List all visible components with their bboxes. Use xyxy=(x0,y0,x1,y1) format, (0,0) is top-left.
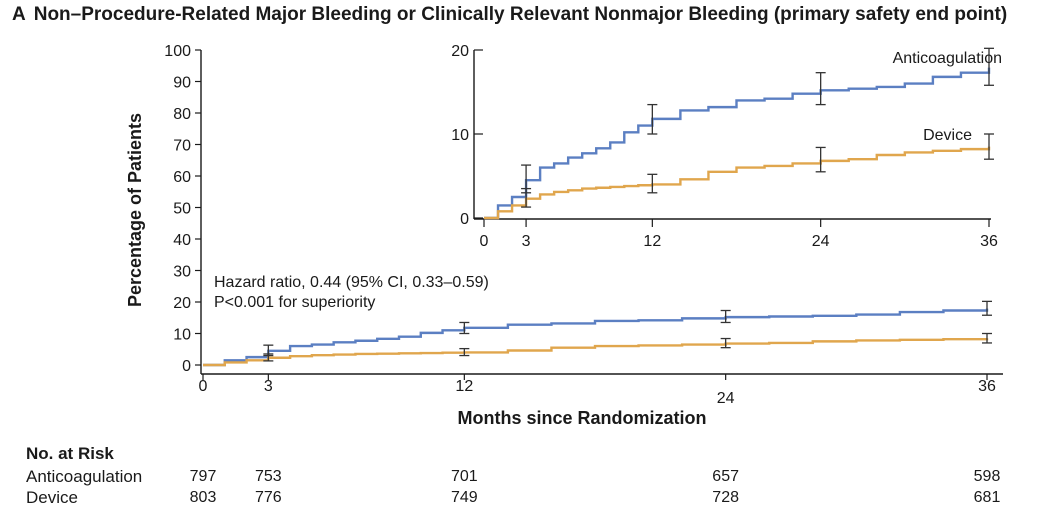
inset-y-tick-label: 20 xyxy=(451,43,469,60)
main-y-tick-label: 50 xyxy=(173,201,191,218)
main-y-tick-label: 70 xyxy=(173,138,191,155)
inset-x-tick-label: 3 xyxy=(522,233,531,250)
inset-line-device xyxy=(484,146,991,220)
hazard-ratio-text: Hazard ratio, 0.44 (95% CI, 0.33–0.59) xyxy=(214,274,489,291)
main-y-axis-title: Percentage of Patients xyxy=(125,113,145,307)
main-x-tick-label: 36 xyxy=(978,378,996,395)
risk-value: 753 xyxy=(254,468,282,485)
panel-letter: A xyxy=(12,4,26,25)
panel-title-text: Non–Procedure-Related Major Bleeding or … xyxy=(33,4,1008,25)
inset-label-anticoagulation: Anticoagulation xyxy=(893,50,1002,67)
p-value-text: P<0.001 for superiority xyxy=(214,294,376,311)
risk-value: 657 xyxy=(712,468,740,485)
inset-x-tick-label: 0 xyxy=(480,233,489,250)
risk-value: 681 xyxy=(973,489,1001,506)
risk-value: 749 xyxy=(450,489,478,506)
risk-row-label-device: Device xyxy=(26,488,78,507)
risk-value: 598 xyxy=(973,468,1001,485)
main-y-tick-label: 40 xyxy=(173,232,191,249)
main-y-tick-label: 100 xyxy=(164,43,191,60)
risk-value: 701 xyxy=(450,468,478,485)
inset-x-tick-label: 12 xyxy=(643,233,661,250)
main-y-tick-label: 80 xyxy=(173,106,191,123)
main-y-tick-label: 90 xyxy=(173,75,191,92)
main-y-tick-label: 30 xyxy=(173,264,191,281)
inset-x-tick-label: 36 xyxy=(980,233,998,250)
main-y-tick-label: 10 xyxy=(173,327,191,344)
main-y-tick-label: 60 xyxy=(173,169,191,186)
main-y-tick-label: 20 xyxy=(173,295,191,312)
inset-y-tick-label: 10 xyxy=(451,127,469,144)
inset-line-anticoagulation xyxy=(484,67,991,220)
inset-y-tick-label: 0 xyxy=(460,211,469,228)
main-x-tick-label: 0 xyxy=(199,378,208,395)
risk-value: 776 xyxy=(254,489,282,506)
main-x-tick-label: 3 xyxy=(264,378,273,395)
inset-label-device: Device xyxy=(923,127,972,144)
panel-title: A Non–Procedure-Related Major Bleeding or… xyxy=(12,4,1007,26)
main-line-anticoagulation xyxy=(203,308,989,367)
risk-row-label-anticoagulation: Anticoagulation xyxy=(26,467,143,486)
main-x-axis-title: Months since Randomization xyxy=(457,408,706,428)
risk-value: 728 xyxy=(712,489,740,506)
main-line-device xyxy=(203,337,989,367)
risk-value: 797 xyxy=(189,468,217,485)
risk-table-heading: No. at Risk xyxy=(26,444,114,463)
main-x-tick-label: 24 xyxy=(717,390,735,407)
risk-value: 803 xyxy=(189,489,217,506)
main-y-tick-label: 0 xyxy=(182,358,191,375)
main-x-tick-label: 12 xyxy=(455,378,473,395)
inset-x-tick-label: 24 xyxy=(812,233,830,250)
